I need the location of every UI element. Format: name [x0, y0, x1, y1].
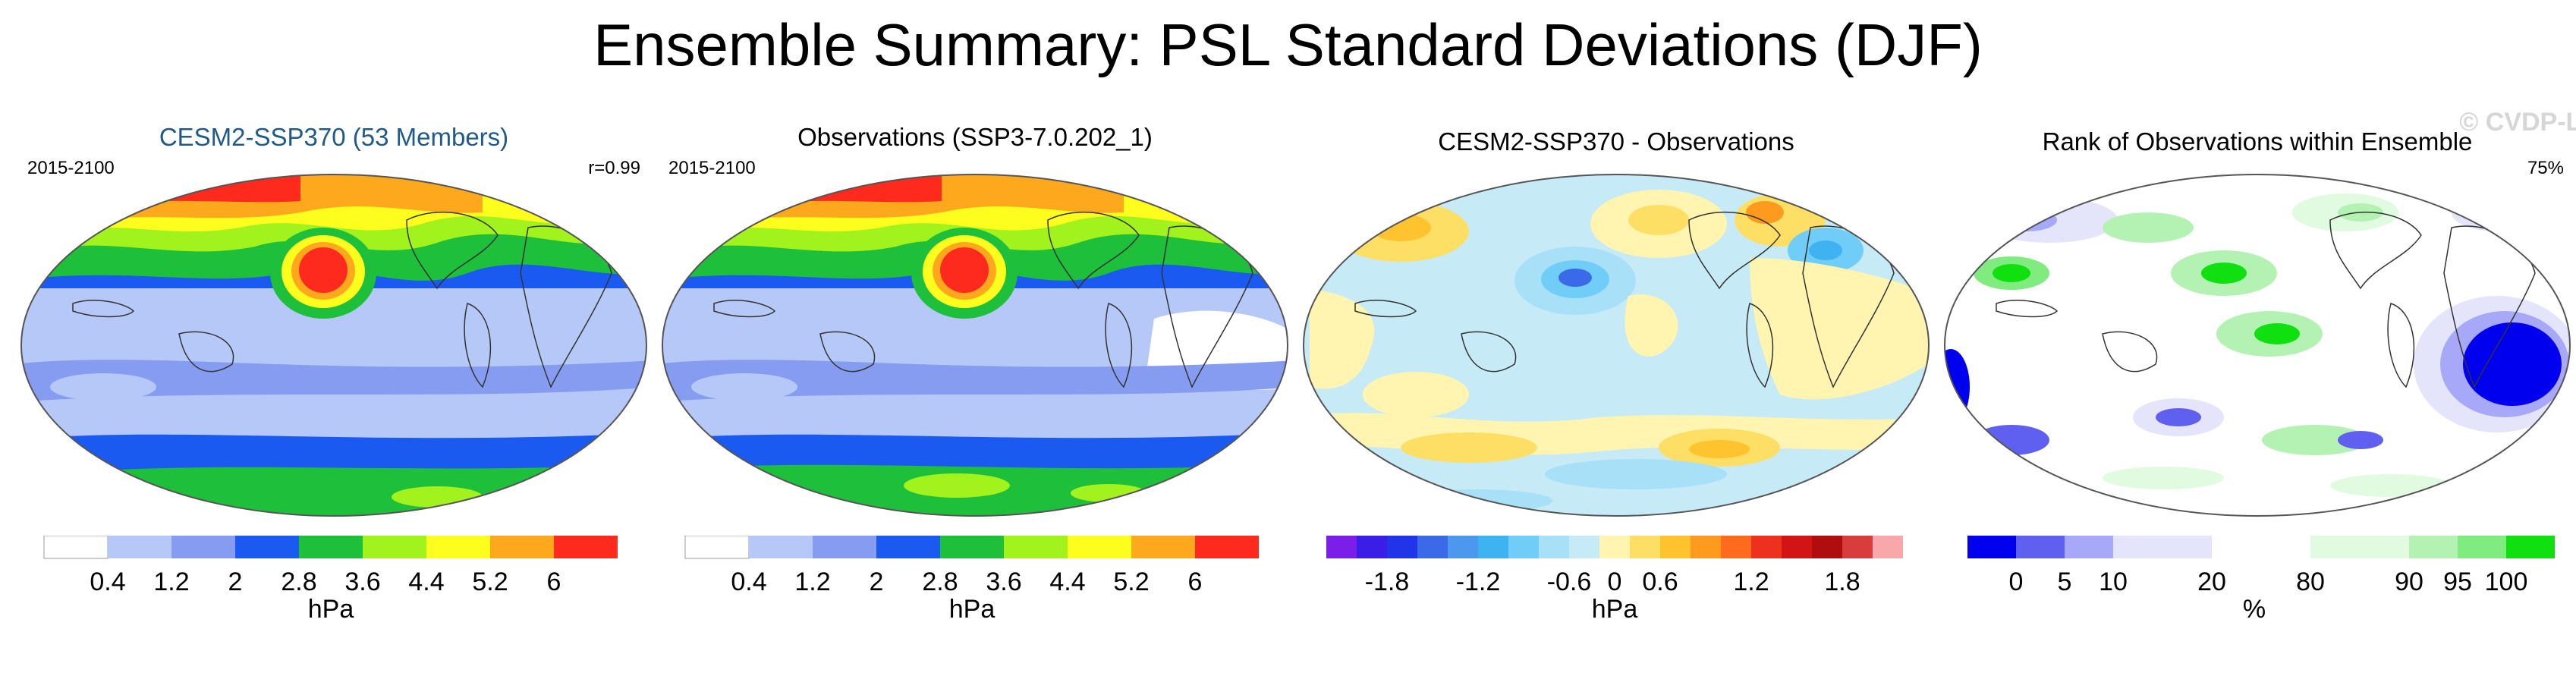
panel-diff: CESM2-SSP370 - Observations [1294, 114, 1938, 676]
colorbar-tick: 0 [2009, 568, 2024, 596]
colorbar-tick: 2 [870, 568, 884, 596]
colorbar-tick: -1.2 [1456, 568, 1501, 596]
colorbar-unit: hPa [308, 595, 354, 624]
colorbar-tick: 95 [2443, 568, 2472, 596]
colorbar-tick: 10 [2099, 568, 2128, 596]
map-cesm-psl-sd [20, 174, 647, 517]
colorbar-swatches [1967, 536, 2555, 558]
colorbar-tick: 0.4 [731, 568, 766, 596]
colorbar-obs: 0.4 1.2 2 2.8 3.6 4.4 5.2 6 hPa [684, 536, 1259, 624]
colorbar-tick: 5.2 [472, 568, 508, 596]
colorbar-tick: 100 [2485, 568, 2528, 596]
colorbar-tick: 3.6 [344, 568, 380, 596]
map-difference [1303, 174, 1930, 517]
map-obs-psl-sd [662, 174, 1288, 517]
colorbar-swatches [1326, 536, 1903, 558]
colorbar-rank: 0 5 10 20 80 90 95 100 % [1967, 536, 2555, 624]
panel-title: CESM2-SSP370 - Observations [1438, 127, 1794, 156]
panel-rank: Rank of Observations within Ensemble © C… [1936, 108, 2576, 676]
colorbar-tick: 6 [547, 568, 561, 596]
colorbar-unit: % [2243, 595, 2266, 624]
period-label: 2015-2100 [27, 158, 115, 178]
colorbar-tick: 0.6 [1642, 568, 1678, 596]
colorbar-tick: 2 [228, 568, 243, 596]
colorbar-tick: 1.2 [794, 568, 830, 596]
colorbar-unit: hPa [949, 595, 995, 624]
colorbar-diff: -1.8 -1.2 -0.6 0 0.6 1.2 1.8 hPa [1326, 536, 1903, 624]
colorbar-tick: 1.2 [1733, 568, 1769, 596]
pattern-correlation-label: r=0.99 [588, 158, 640, 178]
colorbar-tick: 2.8 [922, 568, 958, 596]
colorbar-tick: 4.4 [408, 568, 444, 596]
watermark: © CVDP-LE [2459, 108, 2576, 137]
panel-cesm: CESM2-SSP370 (53 Members) 2015-2100 r=0.… [12, 114, 656, 676]
colorbar-swatches [43, 536, 618, 559]
colorbar-tick: 1.8 [1824, 568, 1860, 596]
colorbar-cesm: 0.4 1.2 2 2.8 3.6 4.4 5.2 6 hPa [43, 536, 618, 624]
panel-title: Observations (SSP3-7.0.202_1) [797, 123, 1153, 151]
colorbar-tick: 20 [2197, 568, 2226, 596]
colorbar-tick: 1.2 [153, 568, 189, 596]
panel-obs: Observations (SSP3-7.0.202_1) 2015-2100 [653, 114, 1297, 676]
panel-title: CESM2-SSP370 (53 Members) [159, 123, 509, 151]
colorbar-tick: 6 [1188, 568, 1203, 596]
rank-percent-label: 75% [2527, 158, 2564, 178]
colorbar-tick: -0.6 [1547, 568, 1592, 596]
colorbar-tick: 90 [2395, 568, 2423, 596]
colorbar-tick: 5.2 [1113, 568, 1149, 596]
colorbar-tick: 2.8 [281, 568, 316, 596]
figure-title: Ensemble Summary: PSL Standard Deviation… [593, 11, 1983, 78]
period-label: 2015-2100 [668, 158, 756, 178]
colorbar-tick: 4.4 [1049, 568, 1085, 596]
colorbar-tick: 5 [2058, 568, 2072, 596]
colorbar-tick: 3.6 [986, 568, 1021, 596]
colorbar-tick: 80 [2296, 568, 2325, 596]
colorbar-unit: hPa [1592, 595, 1638, 624]
panel-title: Rank of Observations within Ensemble [2042, 127, 2473, 156]
colorbar-tick: 0.4 [90, 568, 125, 596]
colorbar-swatches [684, 536, 1259, 559]
map-rank [1944, 174, 2571, 517]
colorbar-tick: -1.8 [1365, 568, 1410, 596]
colorbar-tick: 0 [1608, 568, 1622, 596]
